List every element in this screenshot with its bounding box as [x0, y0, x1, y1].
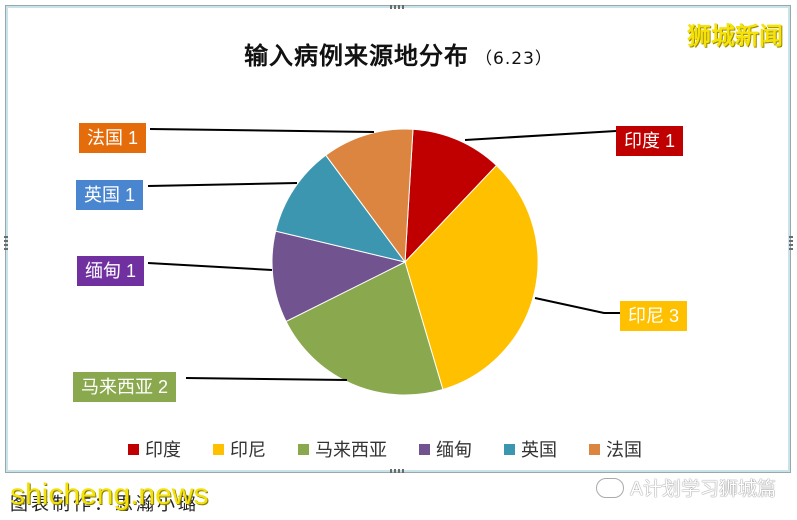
pie-slice-马来西亚[interactable] — [285, 261, 444, 396]
legend-swatch-icon — [128, 443, 139, 455]
legend-swatch-icon — [419, 443, 430, 455]
chart-title-date: （6.23） — [475, 49, 553, 69]
legend-item-india[interactable]: 印度 — [128, 436, 181, 462]
leader-line-myanmar — [147, 262, 273, 271]
pie-slices — [271, 128, 539, 396]
data-label-uk: 英国 1 — [76, 180, 144, 210]
legend-item-uk[interactable]: 英国 — [504, 436, 557, 462]
wechat-account-name: A计划学习狮城篇 — [630, 478, 776, 500]
pie-slice-印度[interactable] — [404, 128, 498, 264]
legend-label: 法国 — [606, 440, 642, 461]
watermark-text: shicheng.news — [10, 478, 209, 511]
pie-slice-英国[interactable] — [275, 154, 407, 263]
leader-line-uk — [147, 182, 298, 187]
legend-label: 马来西亚 — [315, 440, 387, 461]
data-label-indonesia: 印尼 3 — [620, 301, 688, 331]
wechat-icon — [596, 477, 624, 498]
chart-legend: 印度 印尼 马来西亚 缅甸 英国 法国 — [128, 436, 674, 462]
pie-slice-法国[interactable] — [325, 128, 414, 264]
leader-line-malaysia — [185, 377, 348, 381]
resize-handle-bottom[interactable] — [390, 469, 404, 473]
leader-line-indonesia — [534, 297, 620, 314]
resize-handle-top[interactable] — [390, 5, 404, 9]
legend-swatch-icon — [213, 443, 224, 455]
resize-handle-left[interactable] — [4, 236, 8, 250]
legend-label: 缅甸 — [436, 440, 472, 461]
legend-swatch-icon — [504, 443, 515, 455]
data-label-malaysia: 马来西亚 2 — [73, 372, 177, 402]
legend-item-indonesia[interactable]: 印尼 — [213, 436, 266, 462]
leader-line-india — [464, 130, 617, 141]
legend-label: 印度 — [145, 440, 181, 461]
legend-swatch-icon — [298, 443, 309, 455]
legend-item-myanmar[interactable]: 缅甸 — [419, 436, 472, 462]
pie-slice-缅甸[interactable] — [271, 230, 407, 323]
data-label-myanmar: 缅甸 1 — [77, 256, 145, 286]
leader-line-france — [149, 128, 375, 133]
leader-lines — [147, 128, 620, 381]
legend-label: 印尼 — [230, 440, 266, 461]
legend-swatch-icon — [589, 443, 600, 455]
legend-label: 英国 — [521, 440, 557, 461]
legend-item-france[interactable]: 法国 — [589, 436, 642, 462]
resize-handle-right[interactable] — [789, 236, 793, 250]
pie-slice-印尼[interactable] — [404, 164, 539, 391]
chart-title: 输入病例来源地分布 （6.23） — [0, 36, 797, 71]
chart-title-main: 输入病例来源地分布 — [244, 42, 470, 70]
brand-logo: 狮城新闻 — [687, 22, 783, 50]
wechat-watermark: A计划学习狮城篇 — [596, 474, 776, 501]
legend-item-malaysia[interactable]: 马来西亚 — [298, 436, 387, 462]
data-label-india: 印度 1 — [616, 126, 684, 156]
data-label-france: 法国 1 — [79, 123, 147, 153]
chart-credit: 图表制作：思瀚小璐 — [10, 494, 199, 515]
